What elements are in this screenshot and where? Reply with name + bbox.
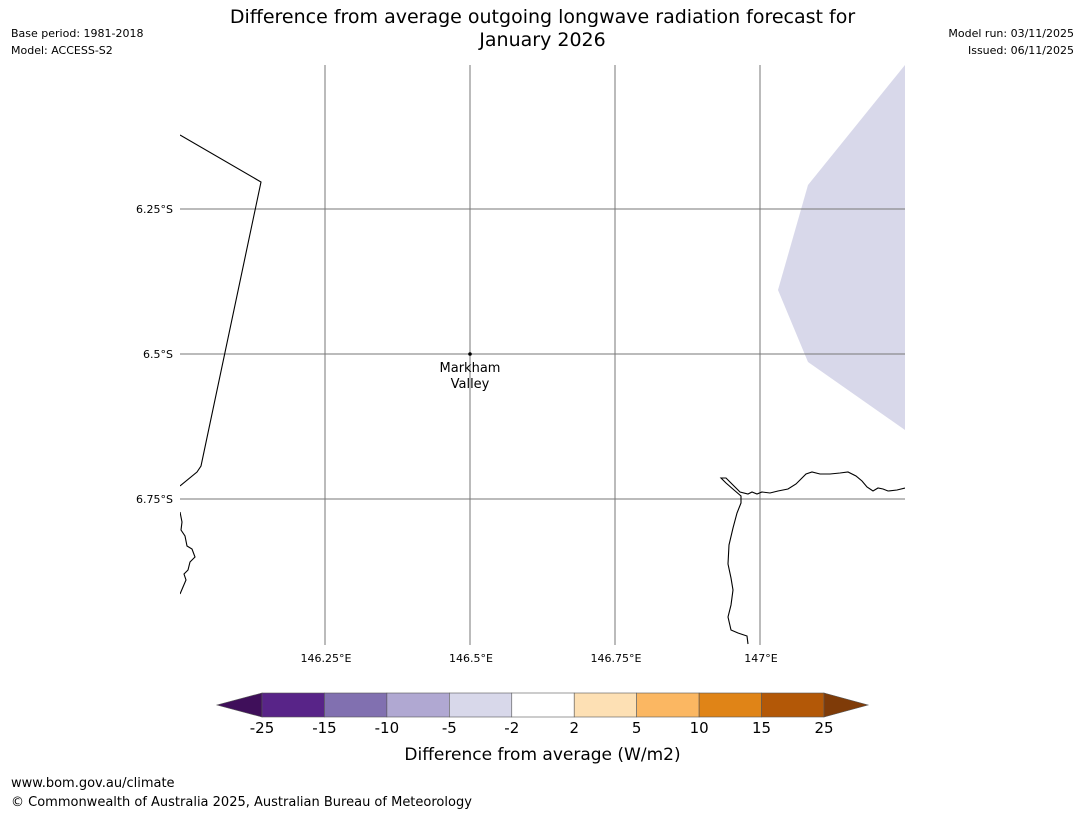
model-name: Model: ACCESS-S2 — [11, 44, 113, 57]
location-label-2: Valley — [451, 377, 490, 392]
colorbar-tick-label: 2 — [569, 719, 579, 737]
colorbar-tick-label: 5 — [631, 719, 642, 737]
lon-label-146-5: 146.5°E — [449, 652, 493, 665]
colorbar-tick-label: -15 — [312, 719, 337, 737]
issued-date: Issued: 06/11/2025 — [967, 44, 1074, 57]
colorbar-segment — [261, 692, 325, 718]
boundary-line — [180, 134, 262, 487]
colorbar-tick-label: 25 — [814, 719, 834, 737]
colorbar-segments — [215, 692, 870, 718]
location-label-1: Markham — [440, 361, 501, 376]
model-run: Model run: 03/11/2025 — [948, 27, 1074, 40]
lat-label-6-5: 6.5°S — [143, 348, 173, 361]
colorbar — [215, 692, 870, 718]
page-title: Difference from average outgoing longwav… — [0, 6, 1085, 52]
graticule — [180, 65, 905, 645]
anomaly-region — [778, 65, 905, 430]
footer-copyright: © Commonwealth of Australia 2025, Austra… — [11, 795, 472, 810]
footer-url: www.bom.gov.au/climate — [11, 776, 175, 791]
title-line-1: Difference from average outgoing longwav… — [229, 6, 856, 28]
colorbar-segment — [698, 692, 762, 718]
lon-label-146-25: 146.25°E — [301, 652, 352, 665]
colorbar-extend-high — [823, 692, 870, 718]
colorbar-segment — [636, 692, 700, 718]
colorbar-segment — [511, 692, 575, 718]
colorbar-tick-label: -10 — [374, 719, 400, 737]
colorbar-segment — [573, 692, 637, 718]
colorbar-segment — [761, 692, 825, 718]
forecast-map: Markham Valley 6.25°S 6.5°S 6.75°S 146.2… — [136, 65, 905, 665]
colorbar-segment — [324, 692, 388, 718]
lat-label-6-25: 6.25°S — [136, 203, 173, 216]
coastline-west — [180, 511, 196, 595]
colorbar-tick-label: 10 — [689, 719, 709, 737]
title-line-2: January 2026 — [479, 29, 606, 51]
colorbar-tick-label: -2 — [504, 719, 520, 737]
lon-label-146-75: 146.75°E — [591, 652, 642, 665]
lat-label-6-75: 6.75°S — [136, 493, 173, 506]
coastline-east — [719, 471, 905, 645]
colorbar-segment — [449, 692, 513, 718]
colorbar-tick-label: -5 — [441, 719, 457, 737]
base-period: Base period: 1981-2018 — [11, 27, 144, 40]
colorbar-tick-label: 15 — [752, 719, 772, 737]
colorbar-segment — [386, 692, 450, 718]
lon-label-147: 147°E — [744, 652, 777, 665]
colorbar-extend-low — [215, 692, 263, 718]
colorbar-tick-label: -25 — [249, 719, 275, 737]
colorbar-title: Difference from average (W/m2) — [404, 745, 681, 765]
location-marker — [468, 352, 472, 356]
